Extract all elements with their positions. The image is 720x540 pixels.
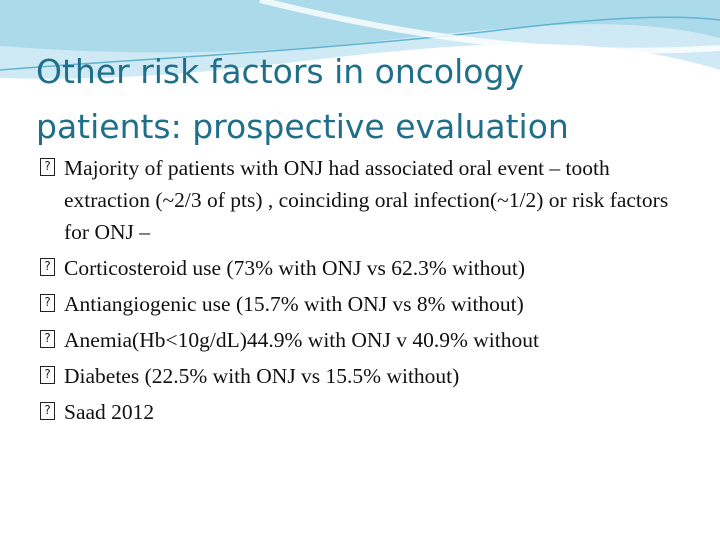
bullet-text: Saad 2012: [64, 400, 155, 424]
bullet-item: ? Diabetes (22.5% with ONJ vs 15.5% with…: [36, 360, 696, 392]
bullet-item: ? Anemia(Hb<10g/dL)44.9% with ONJ v 40.9…: [36, 324, 696, 356]
bullet-item: ? Antiangiogenic use (15.7% with ONJ vs …: [36, 288, 696, 320]
title-line-2: patients: prospective evaluation: [36, 107, 569, 146]
bullet-text: Antiangiogenic use (15.7% with ONJ vs 8%…: [64, 292, 524, 316]
bullet-text: Corticosteroid use (73% with ONJ vs 62.3…: [64, 256, 526, 280]
missing-glyph-icon: ?: [40, 294, 55, 312]
bullet-text: Anemia(Hb<10g/dL)44.9% with ONJ v 40.9% …: [64, 328, 539, 352]
bullet-list: ? Majority of patients with ONJ had asso…: [36, 152, 696, 432]
bullet-item: ? Saad 2012: [36, 396, 696, 428]
bullet-text: Diabetes (22.5% with ONJ vs 15.5% withou…: [64, 364, 460, 388]
missing-glyph-icon: ?: [40, 330, 55, 348]
slide-title: Other risk factors in oncology patients:…: [36, 44, 696, 154]
wave-highlight: [259, 0, 720, 54]
missing-glyph-icon: ?: [40, 158, 55, 176]
missing-glyph-icon: ?: [40, 366, 55, 384]
wave-band-mid: [0, 0, 720, 53]
missing-glyph-icon: ?: [40, 258, 55, 276]
bullet-item: ? Majority of patients with ONJ had asso…: [36, 152, 696, 248]
bullet-item: ? Corticosteroid use (73% with ONJ vs 62…: [36, 252, 696, 284]
bullet-text: Majority of patients with ONJ had associ…: [64, 156, 669, 244]
missing-glyph-icon: ?: [40, 402, 55, 420]
title-line-1: Other risk factors in oncology: [36, 52, 524, 91]
